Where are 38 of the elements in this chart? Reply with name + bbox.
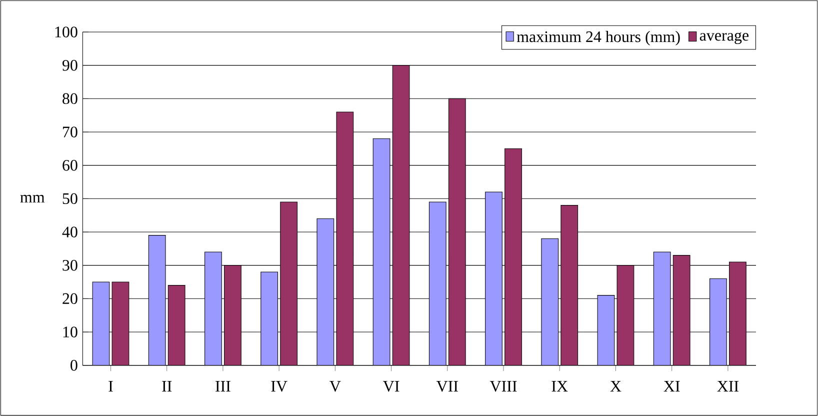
- x-tick-label: I: [108, 381, 113, 392]
- x-tick-label: III: [216, 381, 230, 392]
- y-axis-title: mm: [20, 194, 45, 202]
- legend-label: maximum 24 hours (mm): [516, 30, 680, 46]
- bar: [541, 238, 559, 366]
- bar: [485, 192, 502, 366]
- y-tick-label: 40: [62, 226, 78, 238]
- y-tick-label: 70: [63, 126, 78, 138]
- x-tick-label: VIII: [490, 381, 517, 392]
- y-tick-label: 10: [63, 326, 78, 338]
- bar: [372, 138, 390, 366]
- bar: [597, 295, 615, 366]
- y-tick-label: 0: [70, 360, 78, 371]
- bar: [428, 202, 446, 366]
- x-tick-label: VI: [383, 381, 400, 392]
- bar: [653, 252, 671, 366]
- bar: [148, 235, 166, 366]
- bar: [92, 282, 110, 366]
- x-tick-label: VII: [436, 381, 458, 392]
- bar: [316, 218, 334, 366]
- y-tick-label: 50: [62, 193, 78, 204]
- x-tick-label: X: [610, 381, 622, 392]
- y-tick-label: 20: [62, 293, 78, 304]
- x-tick-label: IX: [552, 381, 568, 392]
- y-tick-label: 60: [62, 160, 78, 171]
- bar: [260, 272, 278, 366]
- bar: [710, 278, 727, 366]
- bar: [204, 252, 222, 366]
- y-tick-label: 90: [62, 60, 78, 71]
- x-tick-label: II: [162, 381, 172, 392]
- x-tick-label: IV: [271, 381, 288, 392]
- x-tick-label: V: [330, 381, 341, 392]
- legend-label: average: [700, 32, 749, 44]
- y-tick-label: 100: [55, 26, 78, 38]
- x-tick-label: XI: [664, 381, 680, 392]
- x-tick-label: XII: [717, 381, 738, 392]
- y-tick-label: 80: [62, 93, 78, 104]
- y-tick-label: 30: [62, 260, 78, 271]
